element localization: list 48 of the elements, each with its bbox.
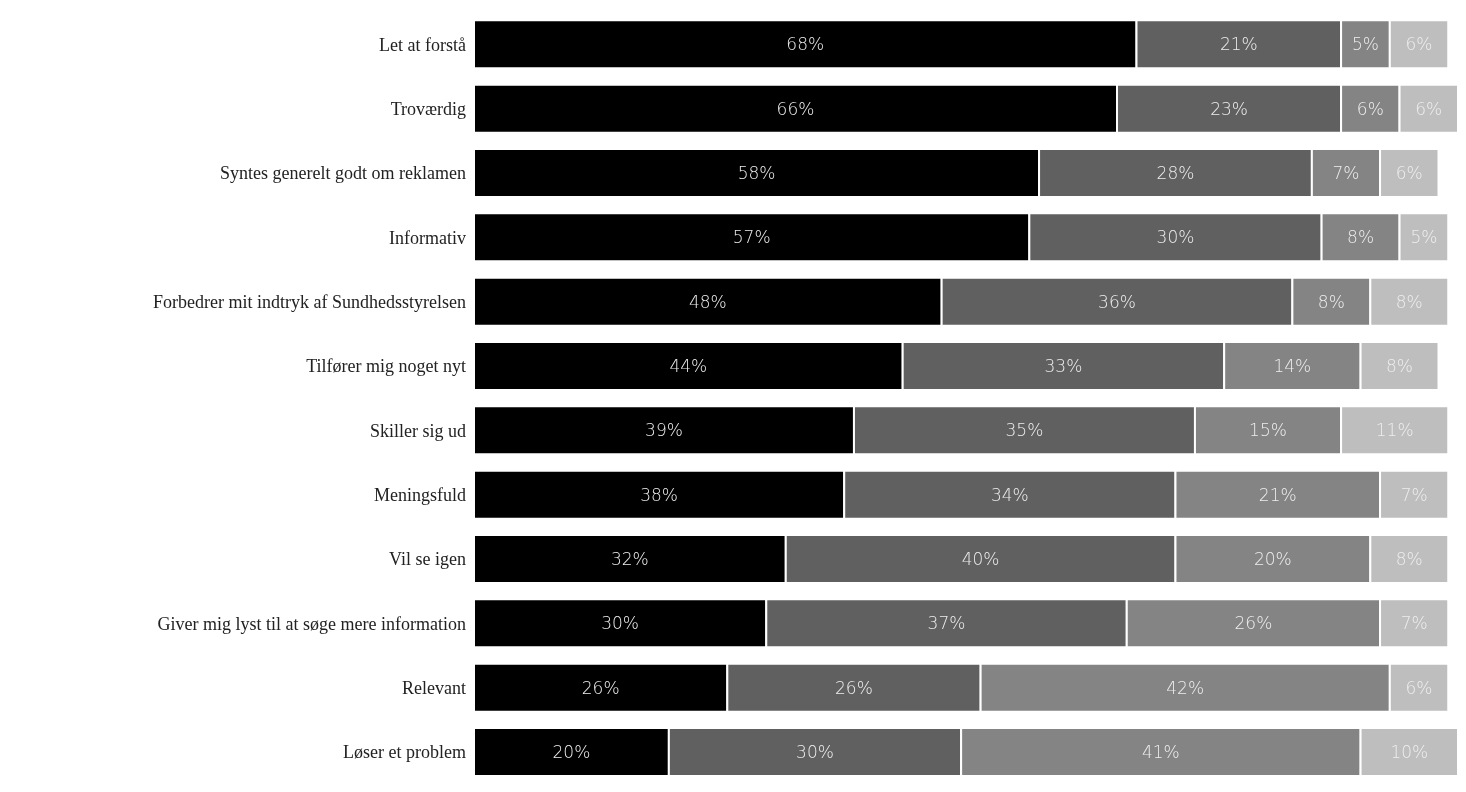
data-label: 33% [1044, 356, 1083, 377]
data-label: 21% [1219, 34, 1258, 55]
data-label: 14% [1273, 356, 1312, 377]
data-label: 8% [1317, 291, 1345, 312]
data-label: 68% [786, 34, 825, 55]
data-label: 5% [1351, 34, 1379, 55]
y-tick-label: Troværdig [390, 98, 466, 119]
data-label: 42% [1166, 677, 1205, 698]
y-tick-label: Informativ [389, 227, 466, 248]
data-label: 23% [1210, 98, 1248, 119]
data-label: 36% [1098, 291, 1136, 312]
y-tick-label: Vil se igen [389, 549, 466, 570]
data-label: 30% [796, 742, 834, 763]
y-tick-label: Giver mig lyst til at søge mere information [157, 613, 466, 634]
data-label: 26% [581, 677, 620, 698]
y-tick-label: Forbedrer mit indtryk af Sundhedsstyrelsen [153, 291, 466, 312]
data-label: 30% [1156, 227, 1195, 248]
y-tick-label: Let at forstå [379, 34, 466, 55]
y-tick-label: Relevant [402, 677, 466, 698]
data-label: 7% [1332, 163, 1360, 184]
data-label: 44% [669, 356, 708, 377]
data-label: 37% [927, 613, 966, 634]
y-tick-label: Tilfører mig noget nyt [306, 356, 466, 377]
data-label: 32% [610, 549, 649, 570]
y-tick-label: Syntes generelt godt om reklamen [220, 163, 466, 184]
data-label: 20% [1253, 549, 1292, 570]
data-label: 34% [990, 484, 1029, 505]
data-label: 21% [1258, 484, 1297, 505]
data-label: 41% [1141, 742, 1180, 763]
data-label: 40% [961, 549, 1000, 570]
data-label: 26% [835, 677, 873, 698]
data-label: 6% [1356, 98, 1384, 119]
data-label: 8% [1347, 227, 1375, 248]
data-label: 66% [776, 98, 815, 119]
data-label: 57% [732, 227, 771, 248]
data-label: 38% [640, 484, 679, 505]
data-label: 39% [645, 420, 683, 441]
data-label: 35% [1005, 420, 1044, 441]
y-tick-label: Skiller sig ud [369, 420, 466, 441]
y-tick-label: Meningsfuld [374, 484, 466, 505]
data-label: 48% [688, 291, 727, 312]
data-label: 30% [601, 613, 640, 634]
data-label: 28% [1156, 163, 1195, 184]
y-tick-label: Løser et problem [343, 742, 466, 763]
data-label: 26% [1234, 613, 1273, 634]
data-label: 58% [737, 163, 776, 184]
data-label: 20% [552, 742, 591, 763]
data-label: 15% [1249, 420, 1287, 441]
